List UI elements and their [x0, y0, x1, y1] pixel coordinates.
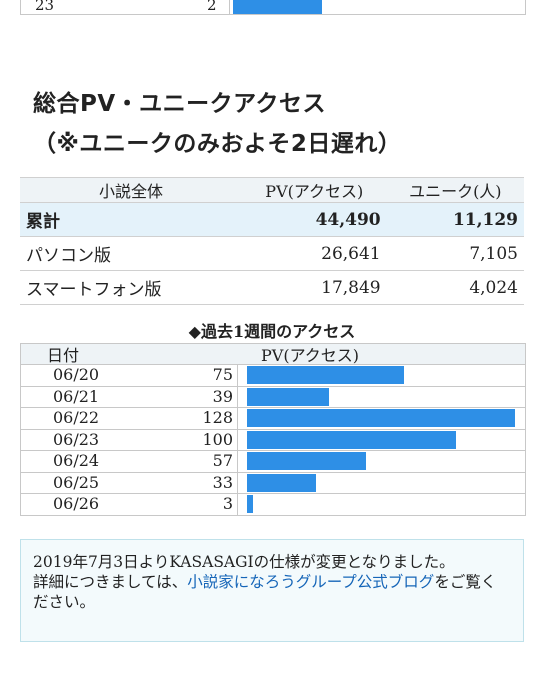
weekly-row: 06/22 128 — [21, 408, 525, 430]
weekly-pv-bar — [247, 495, 254, 513]
summary-pv: 17,849 — [242, 270, 387, 305]
summary-header-novel: 小説全体 — [20, 177, 242, 203]
summary-header-row: 小説全体 PV(アクセス) ユニーク(人) — [20, 177, 524, 203]
weekly-date: 06/22 — [53, 408, 100, 427]
notice-text-end: をご覧ください。 — [33, 573, 497, 611]
section-subtitle: （※ユニークのみおよそ2日遅れ） — [33, 131, 402, 157]
weekly-pv-value: 33 — [212, 472, 233, 492]
weekly-pv-bar — [247, 452, 367, 470]
weekly-date: 06/25 — [53, 472, 100, 492]
summary-header-unique: ユニーク(人) — [386, 177, 524, 203]
weekly-header-date: 日付 — [47, 346, 80, 365]
summary-label: スマートフォン版 — [20, 270, 242, 305]
weekly-row: 06/24 57 — [21, 451, 525, 473]
notice-text: 2019年7月3日よりKASASAGIの仕様が変更となりました。 — [33, 553, 455, 571]
fragment-value: 2 — [207, 0, 217, 14]
summary-table: 小説全体 PV(アクセス) ユニーク(人) 累計 44,490 11,129 パ… — [20, 177, 524, 305]
weekly-header-pv: PV(アクセス) — [261, 346, 360, 365]
summary-pv: 26,641 — [242, 236, 387, 271]
weekly-header-row: 日付 PV(アクセス) — [21, 344, 525, 365]
summary-label: 累計 — [20, 202, 242, 237]
weekly-pv-bar — [247, 366, 405, 384]
weekly-pv-value: 128 — [202, 408, 233, 427]
previous-table-fragment: 23 2 — [20, 0, 526, 15]
notice-text-detail: 詳細につきましては、 — [33, 573, 188, 591]
weekly-pv-bar — [247, 430, 457, 449]
weekly-pv-bar — [247, 409, 515, 427]
summary-row-pc: パソコン版 26,641 7,105 — [20, 236, 524, 271]
weekly-row: 06/23 100 — [21, 429, 525, 451]
weekly-pv-value: 100 — [202, 429, 233, 449]
weekly-date: 06/21 — [53, 386, 100, 406]
weekly-pv-value: 57 — [212, 451, 233, 470]
weekly-pv-bar — [247, 473, 317, 492]
summary-label: パソコン版 — [20, 236, 242, 271]
summary-row-total: 累計 44,490 11,129 — [20, 202, 524, 237]
weekly-pv-value: 3 — [222, 494, 233, 513]
official-blog-link[interactable]: 小説家になろうグループ公式ブログ — [187, 573, 435, 591]
weekly-date: 06/20 — [53, 365, 100, 384]
weekly-pv-value: 75 — [212, 365, 233, 384]
summary-unique: 11,129 — [386, 202, 524, 237]
spec-change-notice: 2019年7月3日よりKASASAGIの仕様が変更となりました。 詳細につきまし… — [20, 539, 524, 642]
weekly-table: 日付 PV(アクセス) 06/20 75 06/21 39 06/22 128 06/23 1… — [20, 343, 526, 516]
weekly-pv-bar — [247, 387, 329, 406]
weekly-date: 06/26 — [53, 494, 100, 513]
weekly-date: 06/24 — [53, 451, 100, 470]
section-title: 総合PV・ユニークアクセス — [33, 91, 327, 117]
weekly-row: 06/25 33 — [21, 472, 525, 494]
summary-row-smartphone: スマートフォン版 17,849 4,024 — [20, 270, 524, 305]
summary-unique: 4,024 — [386, 270, 524, 305]
fragment-bar — [233, 0, 322, 14]
weekly-row: 06/21 39 — [21, 386, 525, 408]
fragment-date: 23 — [35, 0, 55, 14]
weekly-pv-value: 39 — [212, 386, 233, 406]
summary-pv: 44,490 — [242, 202, 387, 237]
weekly-date: 06/23 — [53, 429, 100, 449]
weekly-row: 06/26 3 — [21, 494, 525, 515]
summary-header-pv: PV(アクセス) — [242, 177, 387, 203]
summary-unique: 7,105 — [386, 236, 524, 271]
weekly-title: ◆過去1週間のアクセス — [188, 322, 356, 341]
weekly-row: 06/20 75 — [21, 365, 525, 387]
